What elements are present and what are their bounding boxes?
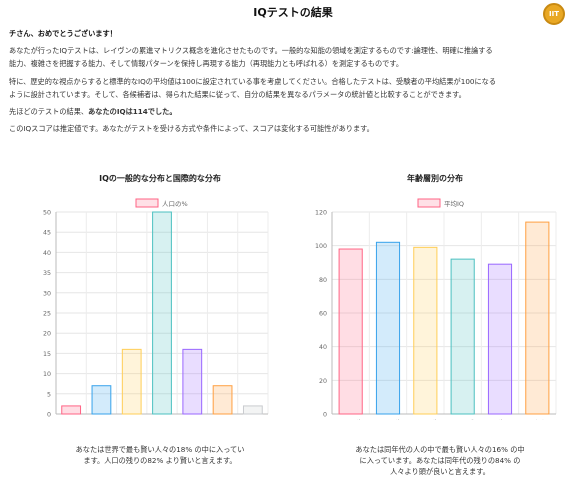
chart1-bar: [121, 348, 142, 415]
chart2-xtick-label: < 18 歳: [339, 418, 363, 420]
result-prefix: 先ほどのテストの結果、: [9, 107, 89, 116]
chart2-ytick-label: 0: [323, 412, 327, 419]
chart1-ytick-label: 15: [43, 351, 51, 358]
result-score: あなたのIQは114でした。: [88, 107, 177, 116]
average-line-1: 特に、歴史的な視点からすると標準的なIQの平均値は100に設定されている事を考慮…: [9, 77, 497, 86]
intro-line-2: 能力、複雑さを把握する能力、そして情報パターンを保持し再現する能力（再現能力とも…: [9, 59, 404, 68]
chart1-caption-line2: ます。人口の残りの82% より賢いと言えます。: [83, 456, 237, 465]
iit-logo: IIT: [543, 3, 565, 25]
chart2-xtick-label: 18-39 歳: [375, 418, 402, 420]
chart1-legend-label: 人口の%: [162, 200, 188, 208]
chart1-bar: [242, 405, 263, 415]
chart1-ytick-label: 20: [43, 331, 51, 338]
chart2-bar: [487, 263, 513, 415]
chart2-xtick-label: 59-79 歳: [449, 418, 476, 420]
result-line: 先ほどのテストの結果、あなたのIQは114でした。: [9, 105, 569, 118]
chart1-ytick-label: 30: [43, 290, 51, 297]
chart2-svg: 平均IQ 0 20 40 60 80 100 120 < 18 歳 18-39 歳 40-59 歳 5…: [315, 198, 557, 420]
chart2-ytick-label: 120: [315, 210, 327, 217]
average-line-2: ように設計されています。そして、各候補者は、得られた結果に従って、自分の結果を異…: [9, 90, 466, 99]
chart1-ytick-label: 25: [43, 311, 51, 318]
estimate-note: このIQスコアは推定値です。あなたがテストを受ける方式や条件によって、スコアは変…: [9, 124, 374, 133]
chart1-bar: [152, 211, 172, 415]
chart1-ytick-label: 35: [43, 270, 51, 277]
chart2-caption-line3: 人々より頭が良いと言えます。: [390, 467, 490, 476]
chart1-ytick-label: 0: [47, 412, 51, 419]
chart1-ytick-label: 10: [43, 371, 51, 378]
page-title: IQテストの結果: [253, 6, 333, 19]
chart2-caption-line1: あなたは同年代の人の中で最も賢い人々の16% の中: [355, 445, 525, 454]
chart2-bar: [338, 248, 363, 415]
chart2-ytick-label: 40: [319, 344, 327, 351]
greeting-text: チさん、おめでとうございます！: [9, 29, 117, 38]
chart1-caption: あなたは世界で最も賢い人々の18% の中に入ってい ます。人口の残りの82% よ…: [30, 444, 290, 466]
chart1-ytick-label: 45: [43, 230, 51, 237]
chart2-xtick-label: あなた: [528, 419, 547, 420]
chart1-bar: [182, 348, 203, 415]
chart1-bar: [212, 385, 233, 415]
chart2-bar: [450, 258, 475, 415]
chart1-legend-swatch: [135, 198, 159, 208]
chart2-caption: あなたは同年代の人の中で最も賢い人々の16% の中 に入っています。あなたは同年…: [305, 444, 575, 477]
chart1-ytick-label: 40: [43, 250, 51, 257]
chart2-title: 年齢層別の分布: [407, 174, 463, 183]
chart2-ytick-label: 80: [319, 277, 327, 284]
chart2-ytick-label: 20: [319, 378, 327, 385]
chart2-caption-line2: に入っています。あなたは同年代の残りの84% の: [359, 456, 521, 465]
chart2-bar: [525, 221, 550, 415]
chart2-legend-swatch: [417, 198, 441, 208]
chart2-bar: [413, 246, 438, 415]
chart1-bar: [61, 405, 82, 415]
chart1-caption-line1: あなたは世界で最も賢い人々の18% の中に入ってい: [75, 445, 245, 454]
chart2-xtick-label: 80 歳 <: [488, 418, 512, 420]
chart1-bar: [91, 385, 112, 415]
chart1-ytick-label: 50: [43, 210, 51, 217]
chart1-svg: 人口の%05101520253035404550-7070-7980-8990-…: [43, 198, 269, 419]
intro-line-1: あなたが行ったIQテストは、レイヴンの累進マトリクス概念を進化させたものです。一…: [9, 46, 493, 55]
chart2-ytick-label: 60: [319, 311, 327, 318]
chart1-ytick-label: 5: [47, 391, 51, 398]
chart2-ytick-label: 100: [315, 243, 327, 250]
chart2-xtick-label: 40-59 歳: [412, 418, 439, 420]
chart2-bar: [375, 241, 401, 415]
chart1-title: IQの一般的な分布と国際的な分布: [99, 174, 221, 183]
chart2-legend-label: 平均IQ: [444, 199, 464, 208]
